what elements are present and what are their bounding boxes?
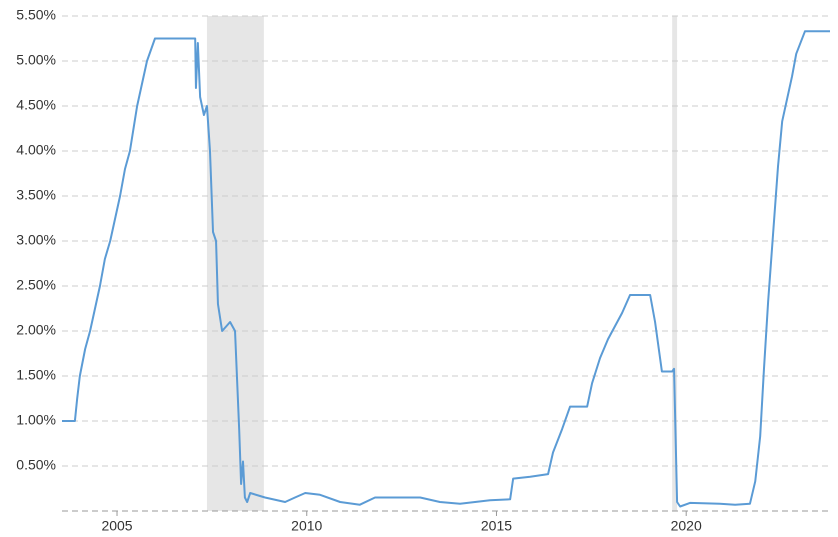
recession-band (206, 16, 264, 511)
data-line (62, 30, 830, 508)
x-tick-label: 2020 (671, 518, 702, 534)
y-tick-label: 2.00% (16, 322, 56, 338)
x-tick-label: 2010 (291, 518, 322, 534)
y-tick-label: 5.00% (16, 52, 56, 68)
y-tick-label: 4.50% (16, 97, 56, 113)
y-tick-label: 3.50% (16, 187, 56, 203)
recession-band (672, 16, 678, 511)
y-tick-label: 5.50% (16, 7, 56, 23)
x-tick-label: 2005 (101, 518, 132, 534)
x-tick-label: 2015 (481, 518, 512, 534)
y-tick-label: 4.00% (16, 142, 56, 158)
y-tick-label: 2.50% (16, 277, 56, 293)
y-tick-label: 3.00% (16, 232, 56, 248)
y-tick-label: 0.50% (16, 457, 56, 473)
y-tick-label: 1.50% (16, 367, 56, 383)
y-tick-label: 1.00% (16, 412, 56, 428)
